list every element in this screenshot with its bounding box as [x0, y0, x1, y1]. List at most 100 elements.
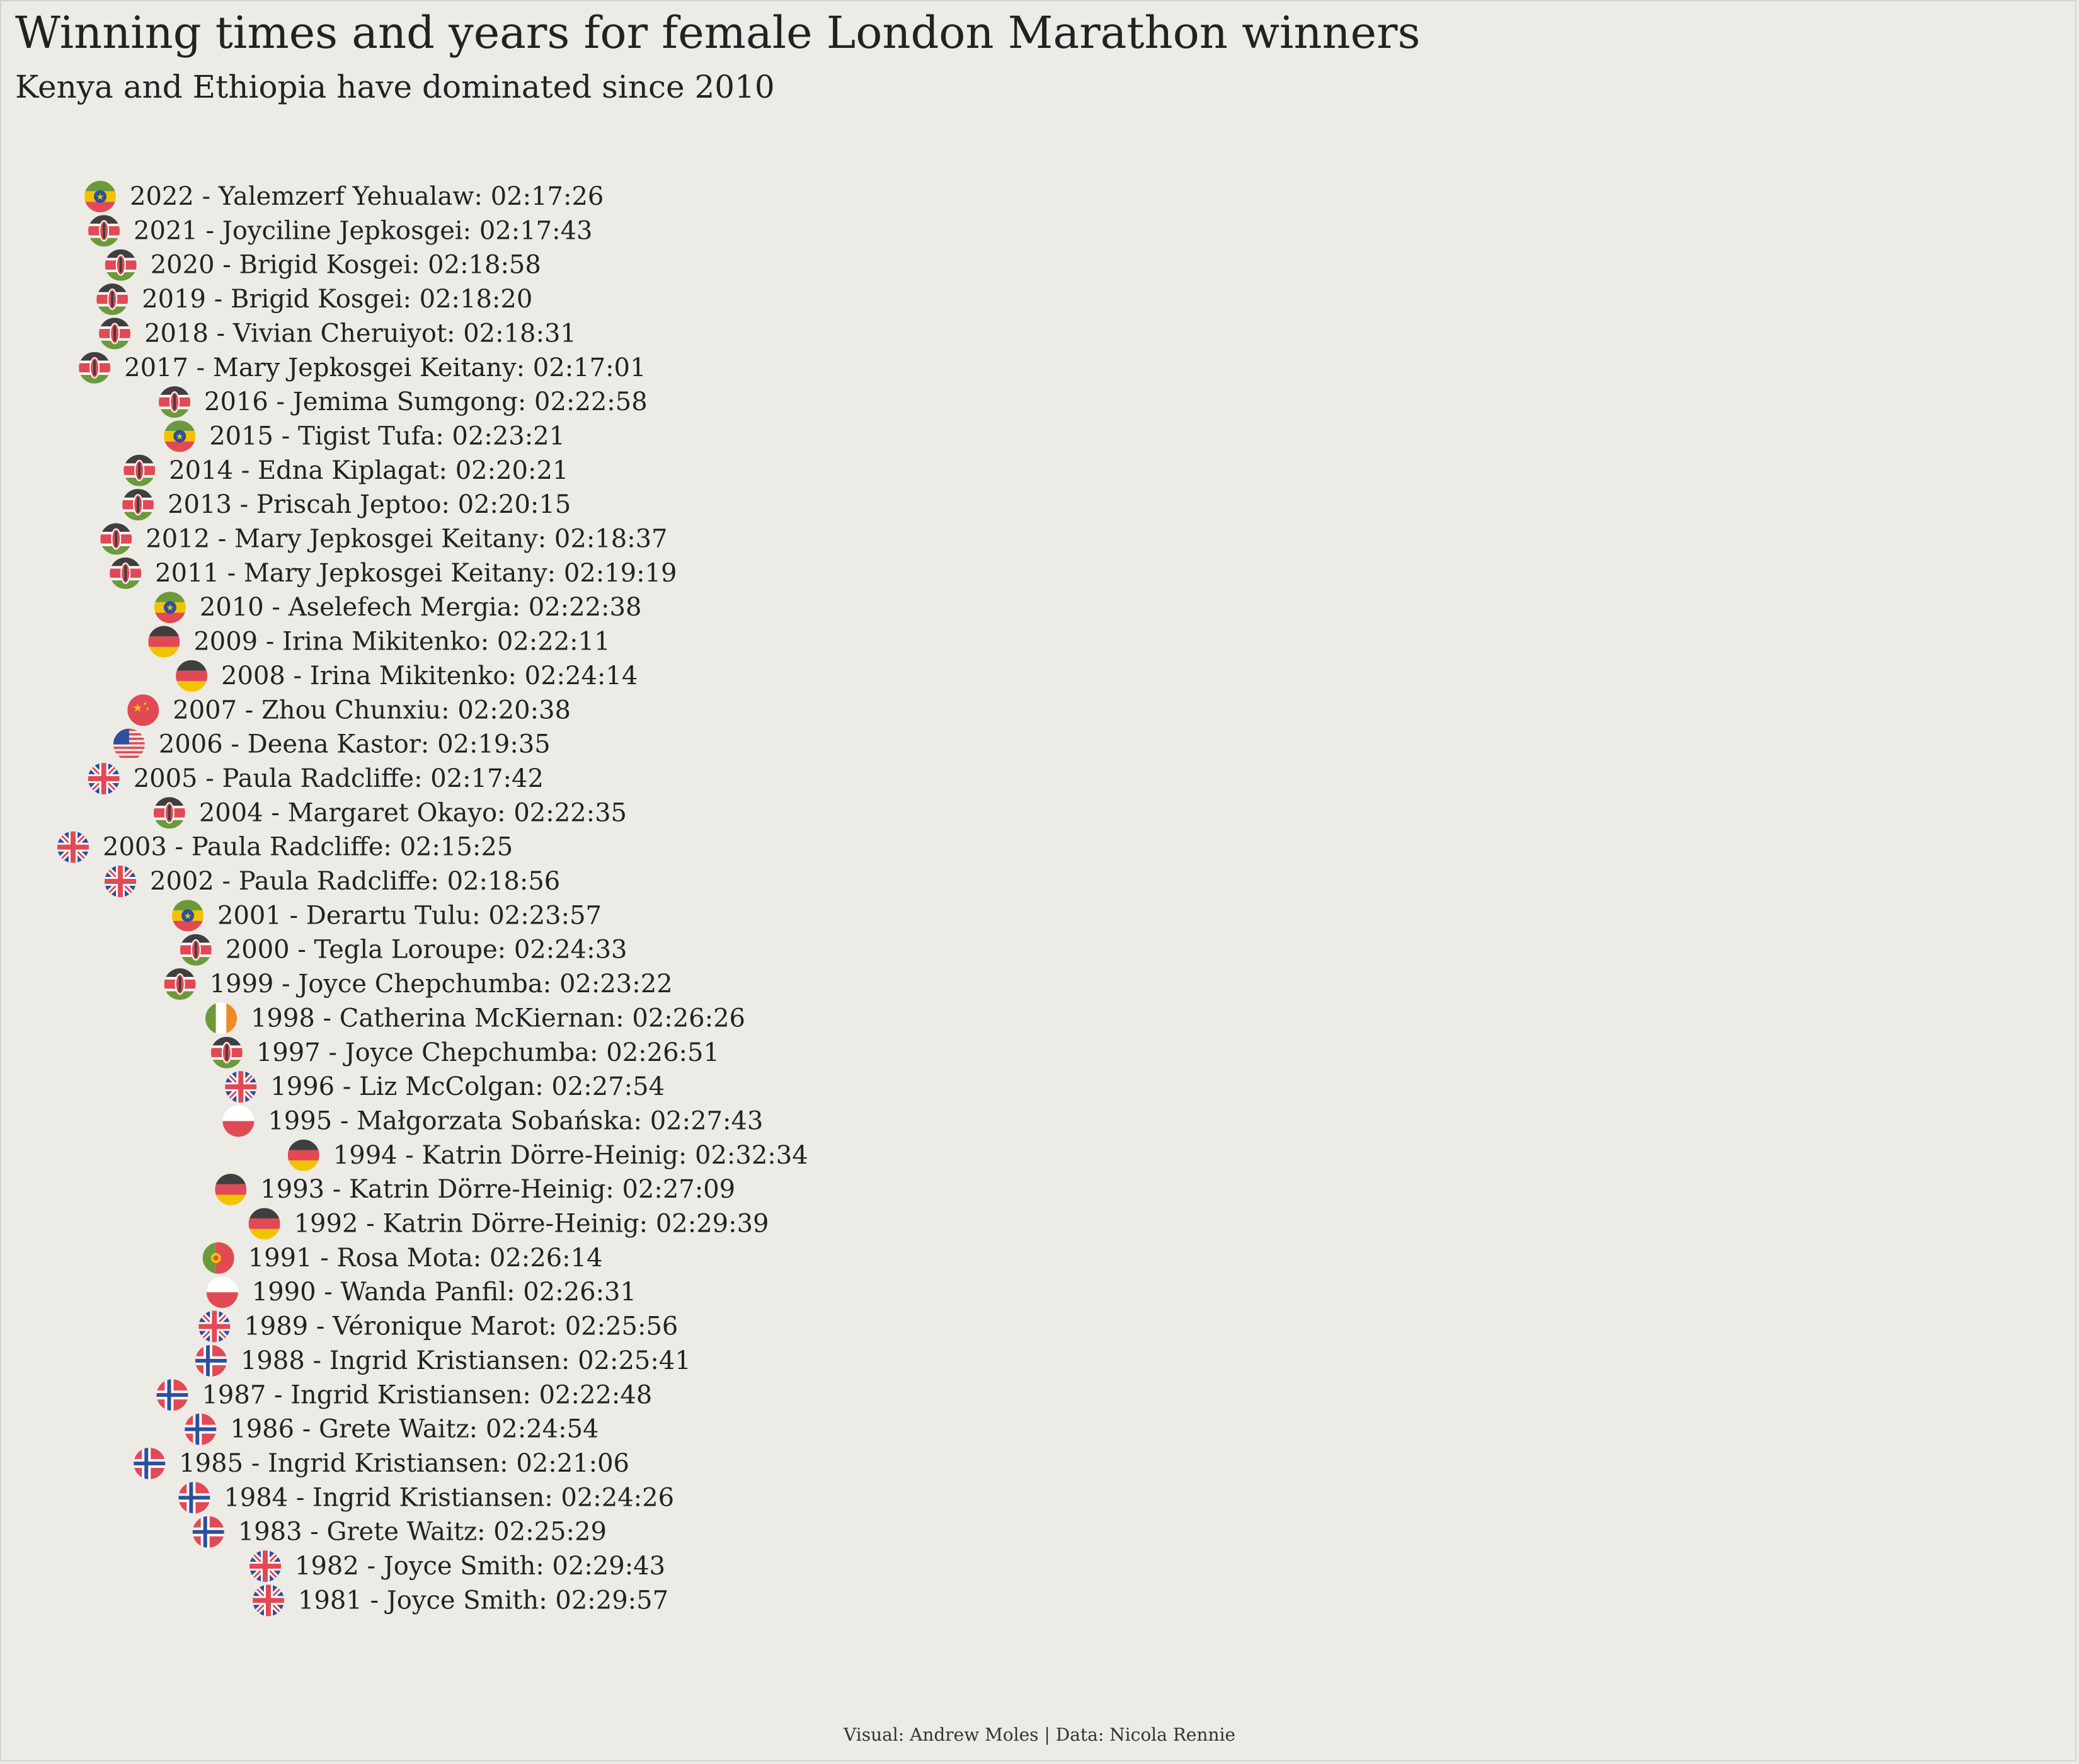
data-point-2022: ★ 2022 - Yalemzerf Yehualaw: 02:17:26: [84, 181, 604, 212]
data-point-1986: 1986 - Grete Waitz: 02:24:54: [185, 1413, 598, 1445]
point-label: 1986 - Grete Waitz: 02:24:54: [230, 1415, 598, 1444]
kenya-flag-icon: [180, 934, 212, 966]
uk-flag-icon: [88, 762, 120, 794]
data-point-2014: 2014 - Edna Kiplagat: 02:20:21: [123, 454, 568, 486]
point-label: 1996 - Liz McColgan: 02:27:54: [270, 1072, 665, 1101]
kenya-flag-icon: [88, 215, 120, 247]
data-point-1989: 1989 - Véronique Marot: 02:25:56: [198, 1310, 678, 1343]
point-label: 2005 - Paula Radcliffe: 02:17:42: [134, 764, 544, 793]
data-point-2016: 2016 - Jemima Sumgong: 02:22:58: [159, 386, 648, 418]
data-point-2006: 2006 - Deena Kastor: 02:19:35: [113, 728, 551, 759]
ethiopia-flag-icon: ★: [84, 181, 117, 212]
uk-flag-icon: [198, 1310, 231, 1343]
data-point-1993: 1993 - Katrin Dörre-Heinig: 02:27:09: [215, 1174, 735, 1206]
data-point-2001: ★ 2001 - Derartu Tulu: 02:23:57: [172, 900, 602, 932]
norway-flag-icon: [185, 1413, 217, 1445]
point-label: 1983 - Grete Waitz: 02:25:29: [238, 1518, 607, 1547]
data-point-2009: 2009 - Irina Mikitenko: 02:22:11: [148, 626, 610, 658]
point-label: 1987 - Ingrid Kristiansen: 02:22:48: [202, 1380, 652, 1409]
data-point-1991: 1991 - Rosa Mota: 02:26:14: [202, 1242, 603, 1274]
data-point-2015: ★ 2015 - Tigist Tufa: 02:23:21: [164, 420, 565, 452]
ireland-flag-icon: [205, 1002, 237, 1034]
data-point-2007: ★ ★★ 2007 - Zhou Chunxiu: 02:20:38: [127, 694, 571, 726]
kenya-flag-icon: [96, 284, 129, 316]
kenya-flag-icon: [110, 557, 142, 589]
point-label: 1994 - Katrin Dörre-Heinig: 02:32:34: [333, 1141, 808, 1170]
ethiopia-flag-icon: ★: [164, 420, 196, 452]
norway-flag-icon: [178, 1482, 210, 1514]
data-point-1988: 1988 - Ingrid Kristiansen: 02:25:41: [195, 1344, 691, 1377]
data-point-2012: 2012 - Mary Jepkosgei Keitany: 02:18:37: [100, 523, 668, 555]
point-label: 1990 - Wanda Panfil: 02:26:31: [252, 1278, 636, 1307]
data-point-1999: 1999 - Joyce Chepchumba: 02:23:22: [164, 968, 673, 1000]
data-point-2003: 2003 - Paula Radcliffe: 02:15:25: [57, 831, 513, 863]
data-point-2019: 2019 - Brigid Kosgei: 02:18:20: [96, 284, 532, 316]
svg-text:★: ★: [146, 706, 150, 711]
china-flag-icon: ★ ★★: [127, 694, 159, 726]
poland-flag-icon: [206, 1276, 238, 1309]
point-label: 2004 - Margaret Okayo: 02:22:35: [199, 798, 627, 827]
uk-flag-icon: [105, 866, 137, 897]
poland-flag-icon: [222, 1105, 255, 1137]
kenya-flag-icon: [100, 523, 132, 555]
point-label: 2011 - Mary Jepkosgei Keitany: 02:19:19: [155, 559, 677, 588]
data-point-1998: 1998 - Catherina McKiernan: 02:26:26: [205, 1002, 745, 1034]
data-point-1992: 1992 - Katrin Dörre-Heinig: 02:29:39: [248, 1208, 769, 1240]
point-label: 2020 - Brigid Kosgei: 02:18:58: [151, 251, 541, 280]
data-point-1997: 1997 - Joyce Chepchumba: 02:26:51: [210, 1036, 719, 1068]
point-label: 1998 - Catherina McKiernan: 02:26:26: [251, 1004, 745, 1033]
germany-flag-icon: [215, 1174, 247, 1206]
svg-text:★: ★: [132, 701, 142, 714]
data-point-1982: 1982 - Joyce Smith: 02:29:43: [249, 1550, 665, 1582]
point-label: 1992 - Katrin Dörre-Heinig: 02:29:39: [294, 1210, 769, 1239]
point-label: 1991 - Rosa Mota: 02:26:14: [248, 1244, 603, 1273]
data-point-2004: 2004 - Margaret Okayo: 02:22:35: [153, 797, 627, 829]
point-label: 2009 - Irina Mikitenko: 02:22:11: [193, 627, 610, 656]
point-label: 1993 - Katrin Dörre-Heinig: 02:27:09: [260, 1175, 735, 1204]
usa-flag-icon: [113, 728, 145, 759]
data-point-1984: 1984 - Ingrid Kristiansen: 02:24:26: [178, 1482, 674, 1514]
svg-text:★: ★: [176, 432, 184, 442]
data-point-1987: 1987 - Ingrid Kristiansen: 02:22:48: [156, 1379, 652, 1411]
ethiopia-flag-icon: ★: [154, 592, 186, 624]
point-label: 1999 - Joyce Chepchumba: 02:23:22: [210, 970, 673, 999]
data-point-2008: 2008 - Irina Mikitenko: 02:24:14: [176, 660, 638, 692]
germany-flag-icon: [148, 626, 180, 658]
kenya-flag-icon: [99, 318, 131, 350]
point-label: 2016 - Jemima Sumgong: 02:22:58: [204, 387, 648, 416]
norway-flag-icon: [195, 1344, 227, 1377]
point-label: 1982 - Joyce Smith: 02:29:43: [295, 1552, 665, 1581]
kenya-flag-icon: [105, 249, 137, 281]
kenya-flag-icon: [123, 454, 156, 486]
point-label: 2014 - Edna Kiplagat: 02:20:21: [169, 456, 568, 485]
point-label: 1981 - Joyce Smith: 02:29:57: [298, 1586, 668, 1615]
point-label: 1988 - Ingrid Kristiansen: 02:25:41: [241, 1346, 691, 1375]
data-point-2018: 2018 - Vivian Cheruiyot: 02:18:31: [99, 318, 576, 350]
uk-flag-icon: [249, 1550, 282, 1582]
uk-flag-icon: [252, 1584, 284, 1617]
uk-flag-icon: [57, 831, 89, 863]
point-label: 1984 - Ingrid Kristiansen: 02:24:26: [224, 1483, 674, 1512]
point-label: 2022 - Yalemzerf Yehualaw: 02:17:26: [130, 182, 604, 211]
point-label: 2017 - Mary Jepkosgei Keitany: 02:17:01: [124, 353, 646, 382]
point-label: 2007 - Zhou Chunxiu: 02:20:38: [173, 696, 571, 724]
data-point-1990: 1990 - Wanda Panfil: 02:26:31: [206, 1276, 636, 1309]
data-point-1994: 1994 - Katrin Dörre-Heinig: 02:32:34: [287, 1139, 808, 1171]
data-point-1995: 1995 - Małgorzata Sobańska: 02:27:43: [222, 1105, 763, 1137]
point-label: 1985 - Ingrid Kristiansen: 02:21:06: [179, 1449, 629, 1478]
norway-flag-icon: [134, 1447, 166, 1479]
data-point-1996: 1996 - Liz McColgan: 02:27:54: [225, 1071, 665, 1103]
germany-flag-icon: [248, 1208, 280, 1240]
point-label: 2015 - Tigist Tufa: 02:23:21: [209, 421, 565, 450]
data-point-2011: 2011 - Mary Jepkosgei Keitany: 02:19:19: [110, 557, 677, 589]
data-point-2000: 2000 - Tegla Loroupe: 02:24:33: [180, 934, 627, 966]
point-label: 1997 - Joyce Chepchumba: 02:26:51: [256, 1038, 719, 1067]
data-point-2010: ★ 2010 - Aselefech Mergia: 02:22:38: [154, 592, 641, 624]
point-label: 2006 - Deena Kastor: 02:19:35: [159, 730, 551, 759]
germany-flag-icon: [287, 1139, 319, 1171]
kenya-flag-icon: [79, 352, 111, 384]
point-label: 1995 - Małgorzata Sobańska: 02:27:43: [268, 1106, 763, 1135]
kenya-flag-icon: [122, 489, 154, 521]
svg-text:★: ★: [184, 911, 192, 921]
